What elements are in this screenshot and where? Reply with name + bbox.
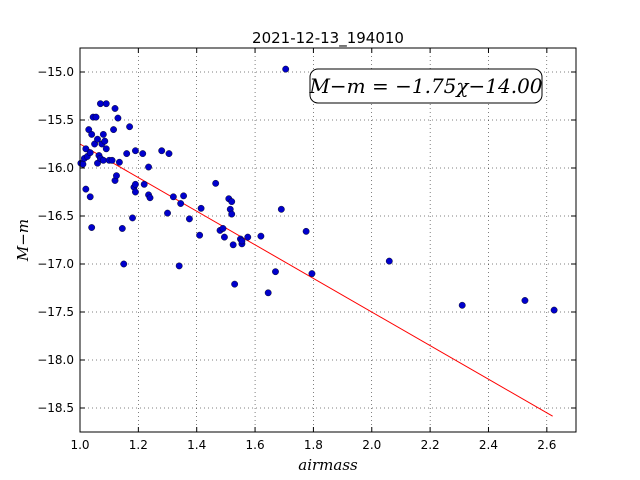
- data-point: [165, 150, 173, 158]
- data-point: [79, 160, 87, 168]
- data-point: [257, 232, 265, 240]
- fit-line-layer: [79, 143, 553, 417]
- x-tick-label: 2.6: [537, 438, 556, 452]
- data-point: [94, 135, 101, 143]
- fit-line: [79, 143, 553, 417]
- data-point: [88, 130, 96, 138]
- data-point: [101, 137, 109, 145]
- data-point: [99, 130, 107, 138]
- y-tick-label: −18.0: [37, 353, 74, 367]
- data-point: [212, 179, 220, 187]
- x-tick-label: 1.4: [187, 438, 206, 452]
- data-point: [175, 262, 183, 270]
- data-point: [186, 215, 193, 223]
- data-point: [92, 113, 100, 121]
- data-point: [385, 257, 393, 265]
- data-point: [102, 100, 110, 108]
- data-point: [228, 210, 236, 218]
- data-point: [180, 192, 187, 200]
- data-point: [82, 145, 90, 153]
- data-point: [145, 163, 152, 171]
- data-point: [126, 123, 134, 131]
- x-tick-label: 1.8: [304, 438, 323, 452]
- data-point: [132, 188, 139, 196]
- y-tick-label: −16.5: [37, 209, 74, 223]
- data-point: [123, 150, 131, 158]
- chart-title: 2021-12-13_194010: [252, 29, 404, 48]
- y-tick-label: −15.0: [37, 65, 74, 79]
- data-point: [115, 158, 123, 166]
- x-tick-label: 1.6: [246, 438, 265, 452]
- data-point: [132, 180, 139, 188]
- x-axis-label: airmass: [298, 456, 358, 474]
- y-tick-label: −15.5: [37, 113, 74, 127]
- data-point: [238, 237, 246, 245]
- axis-ticks: [79, 48, 576, 432]
- x-tick-labels: 1.0 1.2 1.4 1.6 1.8 2.0 2.2 2.4 2.6: [70, 438, 556, 452]
- data-point: [146, 194, 154, 202]
- data-point: [219, 225, 227, 232]
- data-point: [177, 200, 185, 207]
- data-point: [129, 214, 136, 222]
- data-point: [196, 231, 204, 239]
- data-point: [169, 193, 177, 201]
- data-point: [458, 301, 466, 309]
- data-point: [164, 209, 171, 217]
- data-points: [77, 65, 558, 314]
- data-point: [139, 150, 147, 158]
- x-tick-label: 2.4: [479, 438, 498, 452]
- data-point: [99, 156, 107, 164]
- data-point: [221, 233, 228, 241]
- plot-frame: [79, 47, 577, 433]
- plot-background: [80, 48, 576, 432]
- data-point: [550, 306, 558, 314]
- data-point: [140, 180, 148, 188]
- data-point: [308, 270, 316, 277]
- data-point: [108, 156, 116, 164]
- data-point: [521, 297, 529, 304]
- data-point: [231, 280, 239, 288]
- data-point: [113, 172, 120, 180]
- fit-equation-frame: [309, 68, 543, 104]
- y-tick-label: −18.5: [37, 401, 74, 415]
- data-point: [244, 233, 252, 241]
- data-point: [118, 225, 126, 232]
- data-point: [277, 205, 285, 213]
- y-axis-label: M−m: [14, 219, 32, 262]
- data-point: [110, 126, 117, 134]
- data-point: [132, 147, 139, 155]
- data-point: [302, 227, 310, 235]
- y-tick-label: −17.5: [37, 305, 74, 319]
- data-point: [102, 145, 110, 153]
- data-point: [97, 100, 104, 108]
- y-tick-labels: −15.0 −15.5 −16.0 −16.5 −17.0 −17.5 −18.0 −18.5: [37, 65, 74, 415]
- fit-equation-box: M−m = −1.75χ−14.00: [308, 68, 543, 104]
- x-tick-label: 1.2: [129, 438, 148, 452]
- y-tick-label: −16.0: [37, 161, 74, 175]
- x-tick-label: 1.0: [70, 438, 89, 452]
- y-tick-label: −17.0: [37, 257, 74, 271]
- x-tick-label: 2.2: [421, 438, 440, 452]
- data-point: [228, 198, 236, 206]
- data-point: [282, 65, 290, 73]
- data-point: [86, 193, 94, 201]
- data-point: [111, 105, 119, 112]
- data-point: [86, 149, 94, 157]
- data-point: [120, 260, 128, 268]
- fit-equation-text: M−m = −1.75χ−14.00: [308, 74, 542, 98]
- data-point: [158, 147, 166, 155]
- data-point: [229, 241, 237, 249]
- x-tick-label: 2.0: [362, 438, 381, 452]
- data-point: [114, 114, 122, 122]
- data-point: [264, 289, 272, 297]
- data-point: [197, 204, 205, 212]
- data-point: [88, 224, 96, 231]
- data-point: [272, 268, 279, 276]
- data-point: [82, 185, 90, 193]
